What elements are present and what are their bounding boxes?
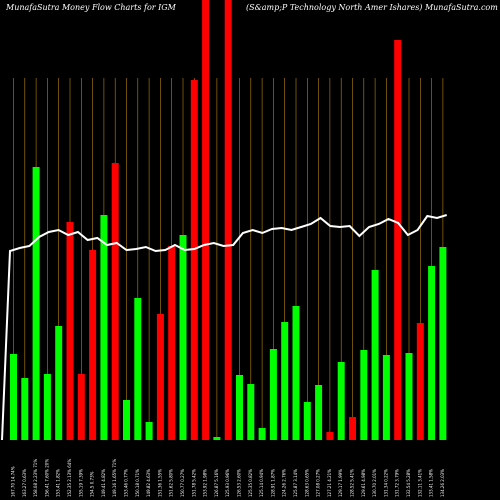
x-tick-label: 128.91 1.87% (270, 469, 275, 497)
x-tick-label: 149.82 4.63% (146, 469, 151, 497)
bar-up (100, 215, 108, 440)
x-tick-label: 128.63 0.65% (304, 469, 309, 497)
x-tick-labels: 167.70 14.74% 163.27 0.63% 158.08 2.23% 71… (11, 459, 445, 497)
bar-up (21, 378, 29, 440)
x-tick-label: 124.26 2.76% (282, 469, 287, 497)
x-tick-label: 153.41 1.82% (56, 469, 61, 497)
x-tick-label: 152.35 2.13% 64% (67, 459, 72, 497)
bar-up (32, 167, 40, 440)
x-tick-label: 125.93 0.96% (225, 469, 230, 497)
bar-up (360, 350, 368, 440)
x-tick-label: 128.52 5.41% (350, 469, 355, 497)
money-flow-line (1, 214, 447, 441)
x-tick-label: 155.19 7.39% (78, 469, 83, 497)
x-tick-label: 151.62 5.80% (169, 469, 174, 497)
bar-up (43, 374, 51, 440)
x-tick-label: 126.87 5.16% (214, 469, 219, 497)
x-tick-label: 131.34 0.22% (383, 469, 388, 497)
x-tick-label: 130.70 2.01% (372, 469, 377, 497)
x-tick-label: 131.72 3.79% (395, 469, 400, 497)
x-tick-label: 129.17 1.99% (338, 469, 343, 497)
bar-up (303, 402, 311, 440)
x-tick-label: 153.46 0.77% (124, 469, 129, 497)
bar-down (202, 0, 210, 440)
bar-down (190, 80, 198, 440)
bar-up (269, 349, 277, 440)
bar-up (428, 266, 436, 440)
bar-up (213, 437, 221, 440)
bar-down (89, 250, 97, 440)
bar-up (371, 270, 379, 440)
x-tick-label: 127.21 4.21% (327, 469, 332, 497)
x-tick-label: 150.18 0.71% (135, 469, 140, 497)
bar-up (236, 375, 243, 440)
chart-title: MunafaSutra Money Flow Charts for IGM (6, 3, 176, 12)
bar-series (1, 0, 447, 441)
x-tick-label: 151.36 1.55% (157, 469, 162, 497)
bar-down (349, 417, 356, 440)
x-tick-label: 134.26 2.03% (440, 469, 445, 497)
bar-up (179, 235, 187, 440)
x-tick-label: 133.41 1.58% (429, 469, 434, 497)
chart-subtitle: (S&amp;P Technology North Amer Ishares) … (246, 3, 498, 12)
bar-down (66, 222, 74, 440)
x-tick-label: 158.08 2.23% 71% (33, 459, 38, 497)
bar-down (77, 374, 85, 440)
bar-down (416, 323, 424, 440)
x-tick-label: 149.41 4.82% (101, 469, 106, 497)
x-tick-label: 154.5 0.73% (90, 471, 95, 497)
x-tick-label: 156.41 7.60% 20% (44, 459, 49, 497)
x-tick-label: 125.87 3.14% (293, 469, 298, 497)
bar-up (258, 428, 266, 440)
bar-up (55, 326, 63, 440)
x-tick-label: 125.35 0.82% (248, 469, 253, 497)
bar-up (337, 362, 345, 440)
bar-down (111, 163, 119, 440)
bar-up (382, 355, 390, 440)
x-tick-label: 163.27 0.63% (22, 469, 27, 497)
bar-down (168, 246, 176, 440)
x-tick-label: 150.77 0.27% (180, 469, 185, 497)
bar-up (281, 322, 289, 440)
bar-down (224, 0, 232, 440)
chart-subtitle-text: (S&amp;P Technology North Amer Ishares) … (246, 3, 498, 12)
bar-up (405, 353, 413, 440)
x-tick-label: 125.14 0.94% (259, 469, 264, 497)
bar-up (292, 306, 300, 440)
x-tick-label: 149.16 1.65% 71% (112, 459, 117, 497)
bar-up (439, 247, 447, 440)
bar-up (247, 384, 255, 440)
x-tick-label: 126.53 2.60% (237, 469, 242, 497)
bar-down (394, 40, 402, 440)
x-tick-label: 167.70 14.74% (11, 466, 16, 497)
bar-up (10, 354, 17, 440)
x-tick-label: 151.78 5.42% (191, 469, 196, 497)
bar-down (326, 432, 334, 440)
bar-up (134, 298, 142, 440)
bar-down (156, 314, 164, 440)
x-tick-label: 132.11 3.41% (417, 469, 422, 497)
bar-up (145, 422, 153, 440)
bar-up (315, 385, 323, 440)
x-tick-label: 153.92 1.98% (203, 469, 208, 497)
bar-up (123, 400, 130, 440)
x-tick-label: 129.61 4.98% (361, 469, 366, 497)
x-tick-label: 132.54 5.28% (406, 469, 411, 497)
x-tick-label: 127.08 0.27% (316, 469, 321, 497)
